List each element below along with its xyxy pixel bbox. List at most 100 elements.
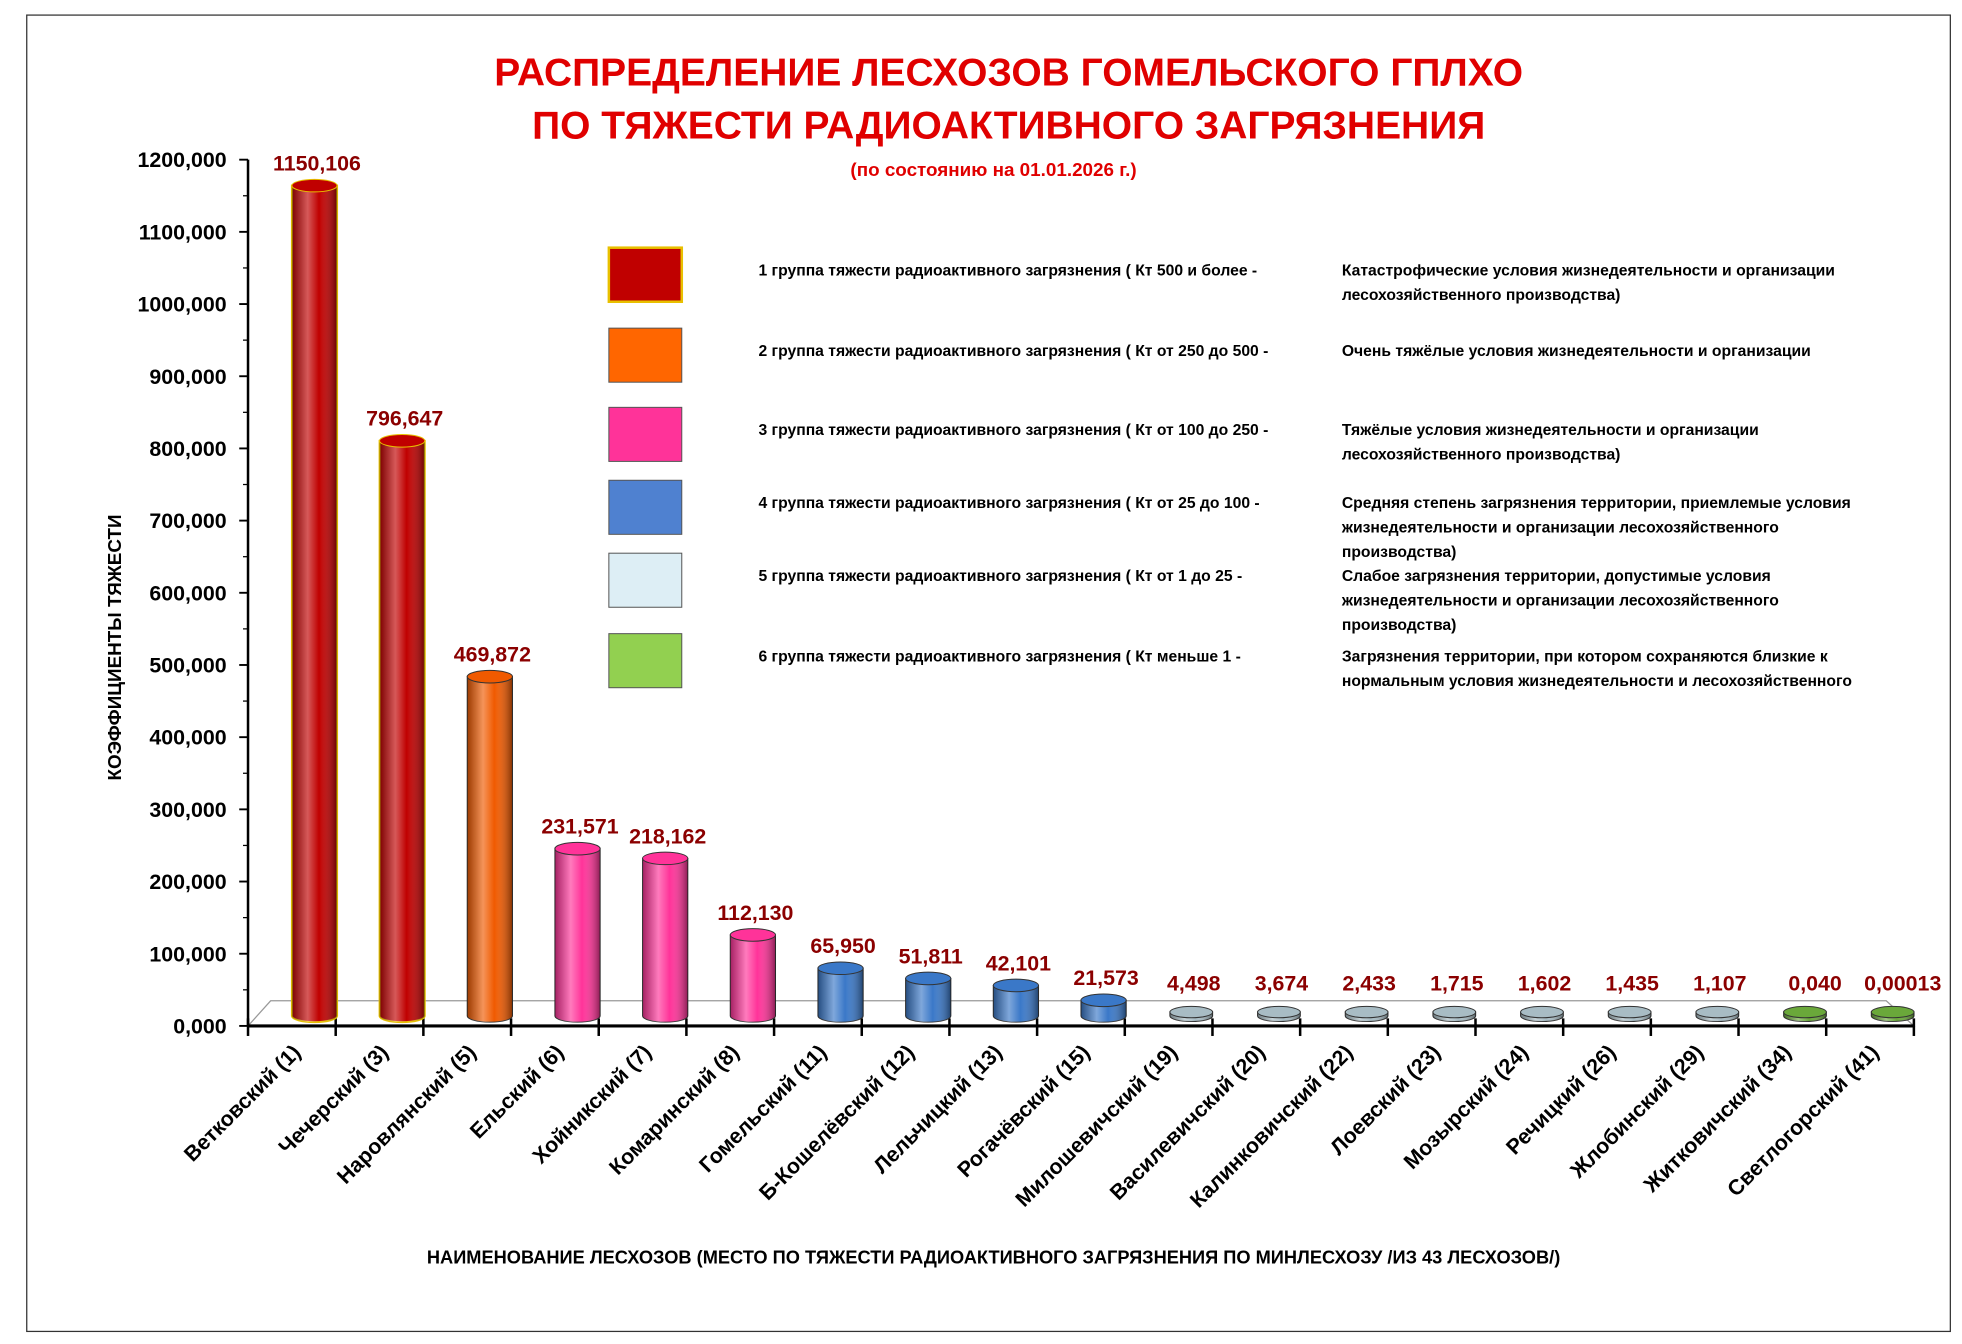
bar-shading xyxy=(905,978,951,1023)
bar-9: 42,101 xyxy=(986,951,1051,1023)
bar-16: 1,435 xyxy=(1605,972,1659,1023)
y-tick-label: 100,000 xyxy=(149,942,226,966)
bar-top xyxy=(1520,1005,1564,1019)
bar-top xyxy=(1257,1005,1301,1019)
legend-desc: производства) xyxy=(1342,544,1457,561)
bar-top xyxy=(1695,1005,1740,1019)
data-label: 2,433 xyxy=(1342,972,1396,996)
y-tick-label: 0,000 xyxy=(173,1014,226,1038)
bar-10: 21,573 xyxy=(1073,966,1139,1023)
legend: 1 группа тяжести радиоактивного загрязне… xyxy=(607,246,1852,690)
y-tick-label: 900,000 xyxy=(149,365,226,389)
bar-shading xyxy=(379,440,425,1023)
bar-top xyxy=(1783,1005,1827,1019)
y-tick-label: 200,000 xyxy=(149,870,226,894)
legend-desc: производства) xyxy=(1342,617,1457,634)
legend-desc: Катастрофические условия жизнедеятельнос… xyxy=(1342,262,1835,279)
legend-desc: Загрязнения территории, при котором сохр… xyxy=(1342,648,1828,665)
legend-label-group-4: 4 группа тяжести радиоактивного загрязне… xyxy=(758,495,1259,512)
y-axis-label: КОЭФФИЦИЕНТЫ ТЯЖЕСТИ xyxy=(104,514,125,780)
y-tick-label: 300,000 xyxy=(149,798,226,822)
legend-swatch-group-4 xyxy=(608,479,683,535)
bar-7: 65,950 xyxy=(810,934,876,1023)
chart-frame xyxy=(26,14,1951,1333)
legend-label-group-1: 1 группа тяжести радиоактивного загрязне… xyxy=(758,262,1257,279)
data-label: 218,162 xyxy=(629,824,706,848)
legend-desc: жизнедеятельности и организации лесохозя… xyxy=(1341,592,1779,609)
bar-17: 1,107 xyxy=(1693,972,1747,1023)
data-label: 51,811 xyxy=(899,944,963,968)
y-tick-label: 800,000 xyxy=(149,437,226,461)
bar-top xyxy=(1607,1005,1652,1019)
bar-top xyxy=(1169,1005,1214,1019)
y-tick-label: 1000,000 xyxy=(138,293,227,317)
bar-shading xyxy=(642,858,688,1023)
legend-desc: лесохозяйственного производства) xyxy=(1342,287,1621,304)
chart-title: РАСПРЕДЕЛЕНИЕ ЛЕСХОЗОВ ГОМЕЛЬСКОГО ГПЛХО xyxy=(494,51,1523,94)
bar-12: 3,674 xyxy=(1255,972,1309,1022)
bar-15: 1,602 xyxy=(1518,972,1572,1023)
bar-top xyxy=(379,433,426,448)
legend-desc: лесохозяйственного производства) xyxy=(1342,447,1621,464)
x-axis-label: НАИМЕНОВАНИЕ ЛЕСХОЗОВ (МЕСТО ПО ТЯЖЕСТИ … xyxy=(427,1247,1560,1268)
data-label: 112,130 xyxy=(717,901,793,925)
legend-swatch-group-1 xyxy=(607,246,684,303)
data-label: 0,00013 xyxy=(1864,972,1941,996)
legend-label-group-2: 2 группа тяжести радиоактивного загрязне… xyxy=(758,343,1268,360)
bar-2: 796,647 xyxy=(366,407,443,1024)
bar-top xyxy=(817,961,864,976)
data-label: 1,602 xyxy=(1518,972,1572,996)
legend-swatch-group-2 xyxy=(608,327,683,383)
bar-top xyxy=(291,178,338,193)
bar-shading xyxy=(817,968,864,1023)
data-label: 1150,106 xyxy=(273,152,361,176)
bar-top xyxy=(466,669,513,684)
legend-desc: жизнедеятельности и организации лесохозя… xyxy=(1341,519,1779,536)
y-tick-label: 1200,000 xyxy=(138,148,227,172)
data-label: 1,435 xyxy=(1605,972,1659,996)
bar-top xyxy=(554,841,601,856)
legend-desc: Средняя степень загрязнения территории, … xyxy=(1342,495,1851,512)
legend-desc: Очень тяжёлые условия жизнедеятельности … xyxy=(1342,343,1811,360)
y-tick-label: 700,000 xyxy=(149,509,226,533)
bar-top xyxy=(642,851,689,866)
legend-label-group-5: 5 группа тяжести радиоактивного загрязне… xyxy=(758,568,1242,585)
bar-top xyxy=(1344,1005,1389,1019)
bar-18: 0,040 xyxy=(1783,972,1842,1023)
bar-11: 4,498 xyxy=(1167,972,1221,1023)
legend-desc: Слабое загрязнения территории, допустимы… xyxy=(1342,568,1771,585)
bar-top xyxy=(1870,1005,1915,1019)
legend-label-group-3: 3 группа тяжести радиоактивного загрязне… xyxy=(758,422,1268,439)
data-label: 796,647 xyxy=(366,407,443,431)
bar-shading xyxy=(291,185,338,1023)
bar-shading xyxy=(993,985,1039,1023)
data-label: 1,715 xyxy=(1430,972,1484,996)
y-tick-label: 1100,000 xyxy=(139,220,227,244)
legend-swatch-group-6 xyxy=(608,633,683,689)
bar-top xyxy=(729,928,777,942)
data-label: 1,107 xyxy=(1693,972,1746,996)
y-tick-label: 400,000 xyxy=(149,726,226,750)
y-tick-label: 600,000 xyxy=(149,581,226,605)
data-label: 0,040 xyxy=(1788,972,1841,996)
bar-19: 0,00013 xyxy=(1864,972,1941,1023)
bar-top xyxy=(992,978,1040,993)
data-label: 21,573 xyxy=(1073,966,1138,990)
bar-top xyxy=(905,971,952,986)
data-label: 3,674 xyxy=(1255,972,1309,996)
bar-shading xyxy=(730,934,776,1023)
bar-shading xyxy=(554,848,601,1023)
legend-desc: нормальным условия жизнедеятельности и л… xyxy=(1342,673,1852,690)
bars: 1150,106 796,647 469,872 231,571 218,162 112,… xyxy=(273,152,1941,1024)
bar-top xyxy=(1432,1005,1477,1019)
legend-desc: Тяжёлые условия жизнедеятельности и орга… xyxy=(1342,422,1759,439)
bar-shading xyxy=(467,676,513,1023)
bar-13: 2,433 xyxy=(1342,972,1396,1023)
legend-label-group-6: 6 группа тяжести радиоактивного загрязне… xyxy=(758,648,1240,665)
bar-4: 231,571 xyxy=(541,815,619,1023)
bar-8: 51,811 xyxy=(899,944,963,1023)
data-label: 65,950 xyxy=(810,934,875,958)
y-tick-label: 500,000 xyxy=(149,654,226,678)
bar-14: 1,715 xyxy=(1430,972,1484,1023)
